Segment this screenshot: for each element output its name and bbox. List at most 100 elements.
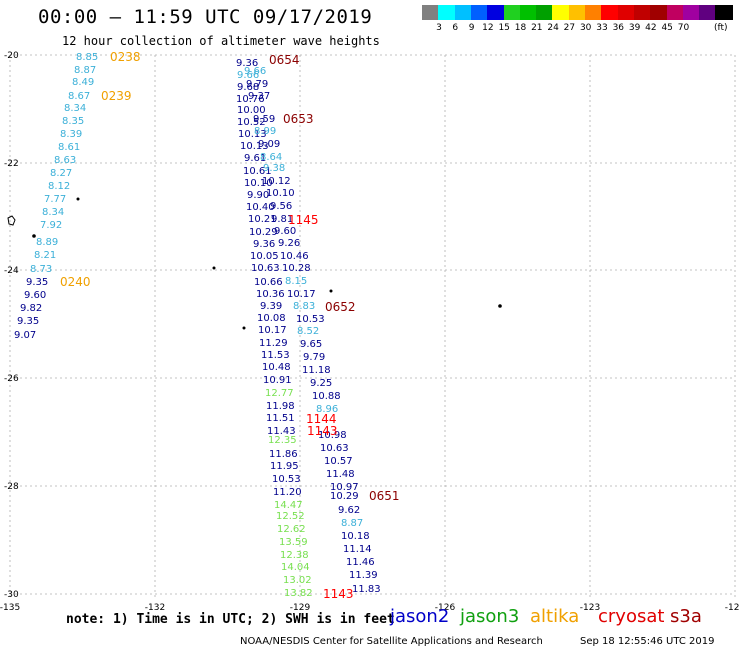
pass-time-label: 1143 <box>323 587 354 601</box>
legend-label: 18 <box>514 23 527 33</box>
axis-tick-labels: -20 -22 -24 -26 -28 -30 -135 -132 -129 -126 -123 -1… <box>0 51 740 613</box>
wave-height-reading: 11.51 <box>266 413 295 424</box>
wave-height-reading: 8.52 <box>297 326 319 337</box>
latitude-tick-label: -22 <box>4 159 19 169</box>
wave-height-reading: 9.37 <box>248 91 270 102</box>
wave-height-reading: 8.87 <box>341 518 363 529</box>
legend-unit: (ft) <box>714 23 728 33</box>
wave-height-reading: 10.98 <box>318 430 347 441</box>
wave-height-reading: 8.34 <box>42 207 64 218</box>
wave-height-reading: 10.63 <box>320 443 349 454</box>
longitude-tick-label: -135 <box>0 603 20 613</box>
satellite-legend-item: cryosat <box>598 606 665 627</box>
wave-height-reading: 10.29 <box>330 491 359 502</box>
wave-height-reading: 11.53 <box>261 350 290 361</box>
wave-height-reading: 10.40 <box>246 202 275 213</box>
latitude-tick-label: -20 <box>4 51 19 61</box>
legend-label: 36 <box>612 23 625 33</box>
wave-height-reading: 10.28 <box>282 263 311 274</box>
wave-height-reading: 10.00 <box>237 105 266 116</box>
wave-height-reading: 8.64 <box>260 152 282 163</box>
legend-swatch <box>422 5 440 20</box>
wave-height-reading: 8.96 <box>316 404 338 415</box>
wave-height-reading: 9.90 <box>247 190 269 201</box>
wave-height-reading: 8.63 <box>54 155 76 166</box>
wave-height-reading: 9.65 <box>300 339 322 350</box>
wave-height-reading: 12.52 <box>276 511 305 522</box>
legend-swatch <box>682 5 701 20</box>
legend-swatch <box>503 5 522 20</box>
pass-time-label: 0652 <box>325 300 356 314</box>
wave-height-reading: 12.77 <box>265 388 294 399</box>
legend-swatch <box>650 5 669 20</box>
wave-height-reading: 11.98 <box>266 401 295 412</box>
wave-height-reading: 11.29 <box>259 338 288 349</box>
wave-height-reading: 10.21 <box>248 214 277 225</box>
legend-swatch <box>617 5 636 20</box>
wave-height-reading: 10.46 <box>280 251 309 262</box>
wave-height-reading: 11.20 <box>273 487 302 498</box>
longitude-tick-label: -123 <box>580 603 600 613</box>
wave-height-reading: 11.43 <box>267 426 296 437</box>
lat-lon-grid <box>9 54 736 600</box>
legend-label: 21 <box>531 23 543 33</box>
wave-height-reading: 9.36 <box>253 239 275 250</box>
pass-time-label: 0238 <box>110 50 141 64</box>
wave-height-reading: 10.61 <box>243 166 272 177</box>
wave-height-reading: 8.39 <box>60 129 82 140</box>
legend-swatch <box>454 5 473 20</box>
legend-swatch <box>715 5 734 20</box>
legend-label: 9 <box>468 23 475 33</box>
legend-label: 42 <box>645 23 657 33</box>
wave-height-reading: 8.89 <box>36 237 58 248</box>
wave-height-reading: 13.82 <box>284 588 313 599</box>
longitude-tick-label: -129 <box>290 603 311 613</box>
wave-height-reading: 10.53 <box>272 474 301 485</box>
wave-height-reading: 9.26 <box>278 238 300 249</box>
wave-height-reading: 9.35 <box>17 316 39 327</box>
legend-label: 15 <box>498 23 510 33</box>
wave-height-reading: 9.59 <box>253 114 275 125</box>
pass-time-label: 1143 <box>307 424 338 438</box>
wave-height-reading: 8.61 <box>58 142 80 153</box>
legend-label: 33 <box>596 23 608 33</box>
wave-height-reading: 10.88 <box>312 391 341 402</box>
wave-height-reading: 8.27 <box>50 168 72 179</box>
pass-time-label: 0239 <box>101 89 132 103</box>
satellite-legend-item: s3a <box>670 606 702 627</box>
wave-height-reading: 10.17 <box>258 325 287 336</box>
wave-height-reading: 10.05 <box>250 251 279 262</box>
island-dot <box>242 326 246 330</box>
wave-height-reading: 8.35 <box>62 116 84 127</box>
wave-height-reading: 9.39 <box>260 301 282 312</box>
wave-height-reading: 9.35 <box>26 277 48 288</box>
legend-swatch <box>568 5 587 20</box>
pass-time-label: 0653 <box>283 112 314 126</box>
legend-swatch <box>666 5 685 20</box>
wave-height-reading: 12.38 <box>280 550 309 561</box>
wave-height-reading: 14.47 <box>274 500 303 511</box>
legend-label: 3 <box>436 23 442 33</box>
wave-height-reading: 9.07 <box>14 330 36 341</box>
wave-height-reading: 10.48 <box>262 362 291 373</box>
legend-label: 12 <box>482 23 494 33</box>
legend-label: 30 <box>579 23 592 33</box>
wave-height-reading: 8.49 <box>72 77 94 88</box>
wave-height-reading: 10.53 <box>296 314 325 325</box>
wave-height-reading: 9.60 <box>274 226 296 237</box>
satellite-legend-item: altika <box>530 606 580 627</box>
legend-swatch <box>585 5 603 20</box>
wave-height-reading: 14.04 <box>281 562 310 573</box>
wave-height-reading: 9.79 <box>246 79 268 90</box>
legend-swatch <box>633 5 652 20</box>
island-dot <box>498 304 502 308</box>
latitude-tick-label: -24 <box>4 266 19 276</box>
wave-height-reading: 11.39 <box>349 570 378 581</box>
wave-height-reading: 9.66 <box>237 70 259 81</box>
wave-height-reading: 11.14 <box>343 544 372 555</box>
wave-height-reading: 10.08 <box>257 313 286 324</box>
footnote: note: 1) Time is in UTC; 2) SWH is in fe… <box>66 612 395 627</box>
island-dot <box>212 266 216 270</box>
legend-swatch <box>519 5 538 20</box>
